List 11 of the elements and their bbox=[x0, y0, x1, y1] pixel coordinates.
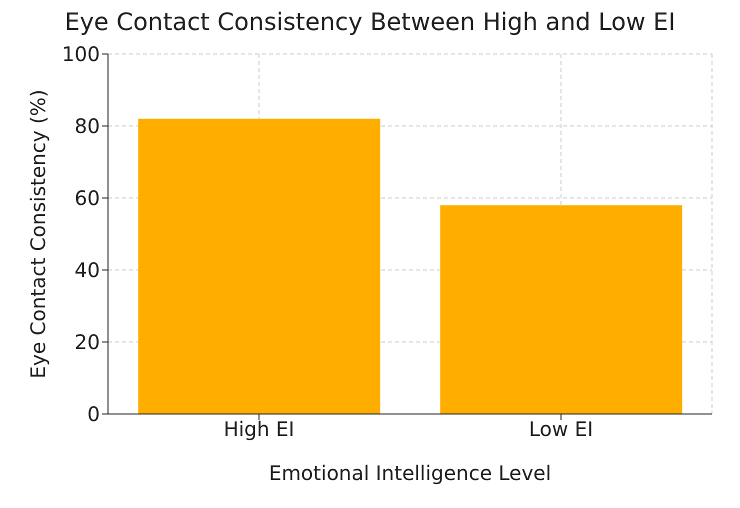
y-tick-label: 80 bbox=[74, 114, 100, 138]
y-tick-label: 20 bbox=[74, 330, 100, 354]
y-tick-label: 100 bbox=[62, 42, 100, 66]
chart-title: Eye Contact Consistency Between High and Low EI bbox=[64, 8, 676, 36]
x-tick-label: High EI bbox=[224, 417, 294, 442]
y-axis-title: Eye Contact Consistency (%) bbox=[26, 89, 50, 379]
y-tick-label: 60 bbox=[74, 186, 100, 210]
x-tick-label: Low EI bbox=[528, 417, 594, 442]
x-axis-title: Emotional Intelligence Level bbox=[268, 461, 552, 485]
y-tick-label: 40 bbox=[74, 258, 100, 282]
y-tick-label: 0 bbox=[87, 402, 100, 426]
